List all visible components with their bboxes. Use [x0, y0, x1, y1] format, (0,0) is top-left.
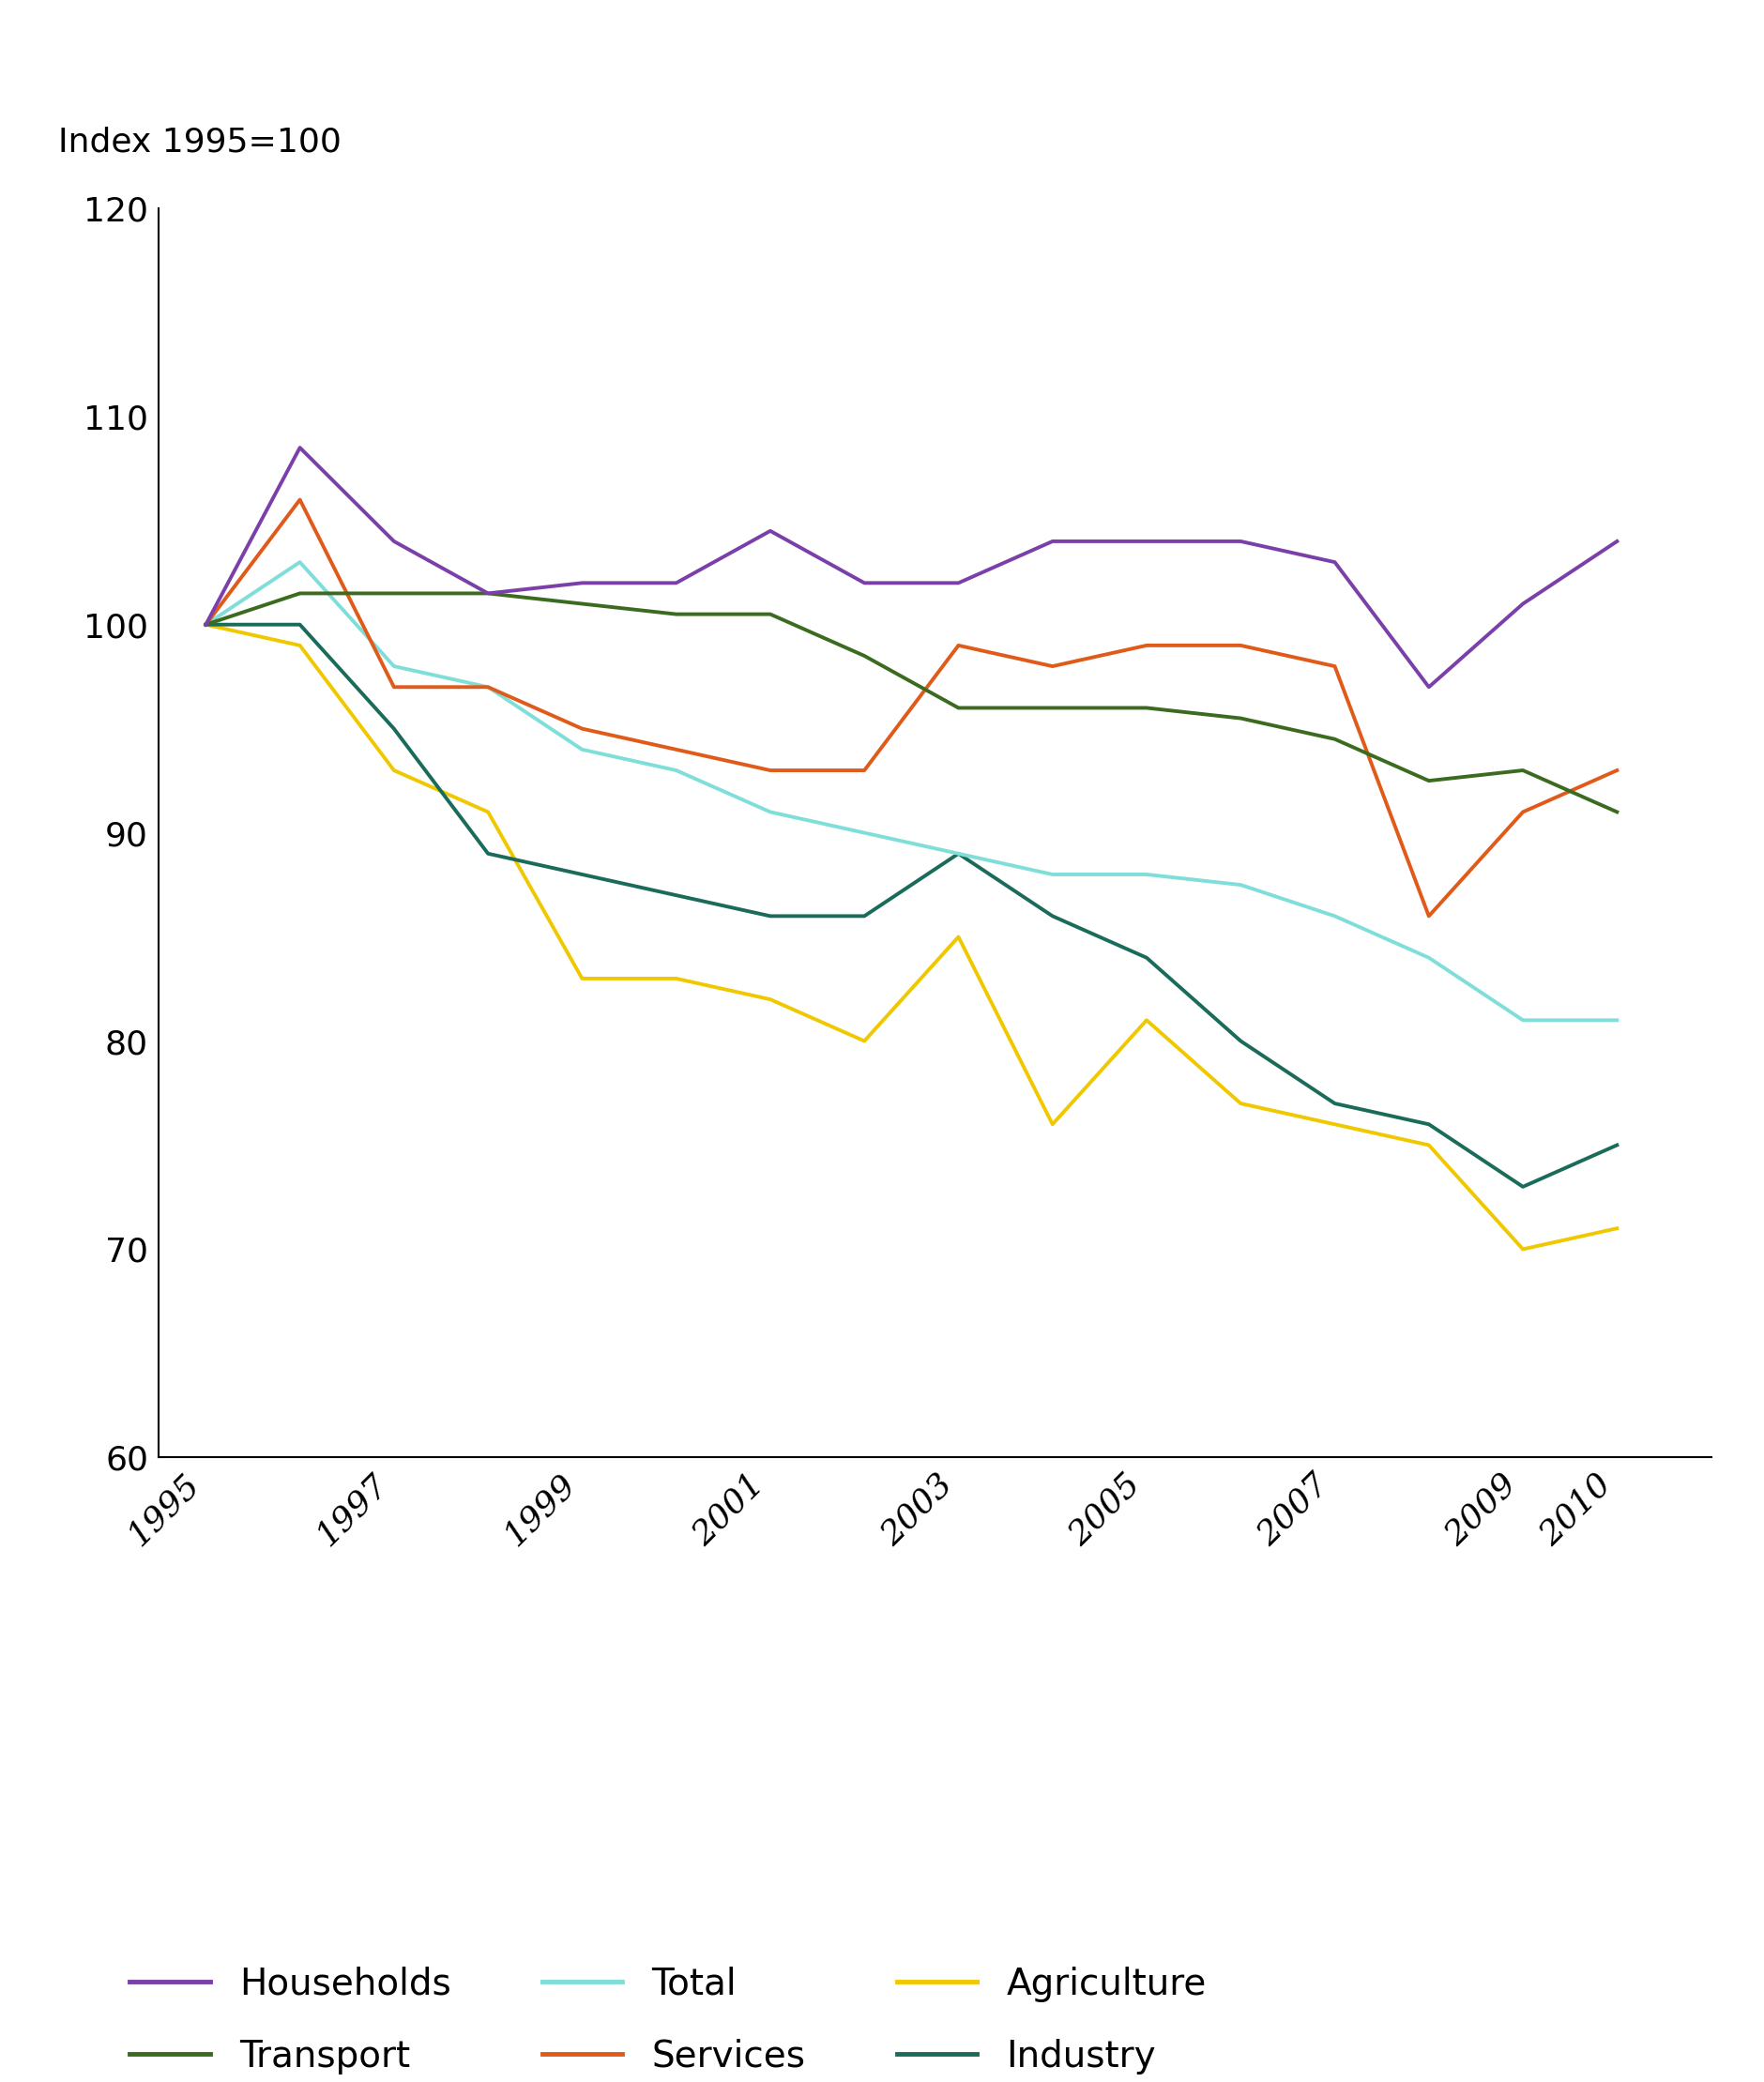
Text: Index 1995=100: Index 1995=100 — [58, 127, 340, 158]
Legend: Households, Transport, Total, Services, Agriculture, Industry: Households, Transport, Total, Services, … — [115, 1951, 1221, 2082]
